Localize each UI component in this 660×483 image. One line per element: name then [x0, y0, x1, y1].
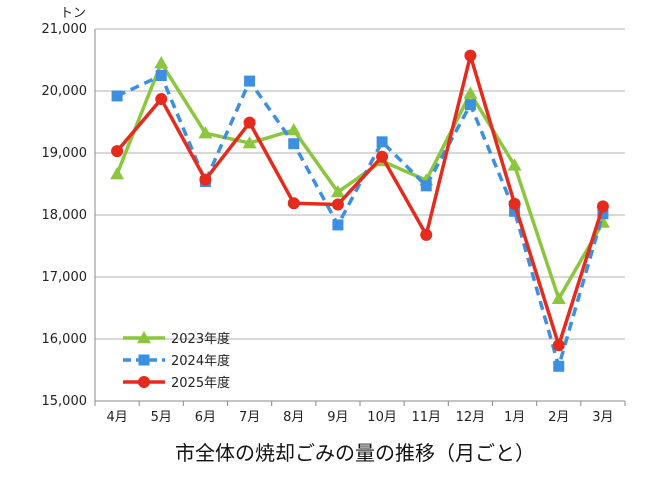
- legend-label: 2024年度: [171, 353, 230, 369]
- data-point-triangle: [198, 126, 213, 139]
- data-point-square: [332, 219, 344, 231]
- x-tick-label: 6月: [195, 410, 216, 425]
- x-tick-label: 9月: [327, 410, 348, 425]
- data-point-circle: [155, 93, 168, 106]
- data-point-square: [288, 138, 300, 150]
- y-tick-label: 19,000: [42, 146, 88, 161]
- y-tick-label: 16,000: [42, 332, 88, 347]
- series-2025年度: [111, 49, 609, 352]
- data-point-square: [597, 208, 609, 220]
- legend-item: 2024年度: [123, 353, 230, 369]
- data-point-square: [155, 70, 167, 81]
- legend-item: 2023年度: [123, 331, 230, 347]
- data-point-triangle: [551, 291, 566, 304]
- x-tick-label: 10月: [367, 410, 397, 425]
- series-line: [115, 53, 605, 347]
- grid-lines: [95, 28, 625, 340]
- legend: 2023年度 2024年度 2025年度: [123, 331, 230, 391]
- data-point-triangle: [507, 158, 522, 171]
- data-point-circle: [111, 145, 124, 158]
- data-point-square: [420, 180, 432, 192]
- legend-marker-circle: [138, 376, 150, 388]
- legend-marker-square: [138, 354, 150, 366]
- x-tick-label: 1月: [504, 410, 525, 425]
- data-point-circle: [464, 49, 477, 62]
- data-point-circle: [376, 150, 389, 163]
- y-tick-label: 18,000: [42, 208, 88, 223]
- x-tick-label: 2月: [548, 410, 569, 425]
- data-point-circle: [596, 200, 609, 213]
- x-tick-label: 5月: [151, 410, 172, 425]
- data-point-circle: [199, 173, 212, 186]
- series-line: [116, 73, 605, 369]
- data-point-triangle: [463, 86, 478, 99]
- series-lines: [110, 49, 610, 372]
- series-line: [115, 61, 605, 301]
- data-point-circle: [552, 339, 565, 352]
- data-point-circle: [420, 228, 433, 241]
- chart-title: 市全体の焼却ごみの量の推移（月ごと）: [175, 441, 535, 465]
- data-point-square: [376, 136, 388, 148]
- x-tick-label: 11月: [411, 410, 441, 425]
- data-point-circle: [243, 116, 256, 129]
- data-point-triangle: [330, 185, 345, 198]
- axes: 15,000 16,000 17,000 18,000 19,000 20,000 21,0…: [42, 22, 626, 425]
- legend-label: 2025年度: [171, 375, 230, 391]
- x-tick-label: 4月: [106, 410, 127, 425]
- y-tick-label: 20,000: [42, 84, 88, 99]
- legend-label: 2023年度: [171, 331, 230, 347]
- y-tick-label: 17,000: [42, 270, 88, 285]
- data-point-circle: [508, 197, 521, 210]
- data-point-triangle: [242, 136, 257, 149]
- data-point-square: [111, 90, 123, 102]
- x-tick-label: 12月: [456, 410, 486, 425]
- data-point-circle: [287, 197, 300, 210]
- data-point-square: [244, 75, 256, 87]
- data-point-circle: [331, 198, 344, 211]
- data-point-square: [464, 99, 476, 111]
- legend-item: 2025年度: [123, 375, 230, 391]
- x-tick-label: 7月: [239, 410, 260, 425]
- x-tick-label: 3月: [592, 410, 613, 425]
- legend-marker-triangle: [137, 331, 151, 344]
- x-tick-label: 8月: [283, 410, 304, 425]
- y-tick-label: 15,000: [42, 394, 88, 409]
- data-point-triangle: [286, 123, 301, 136]
- data-point-triangle: [110, 167, 125, 180]
- data-point-square: [553, 360, 565, 372]
- y-tick-label: 21,000: [42, 22, 88, 37]
- data-point-triangle: [154, 56, 169, 69]
- data-point-square: [509, 205, 521, 217]
- y-axis-unit-label: トン: [60, 6, 86, 21]
